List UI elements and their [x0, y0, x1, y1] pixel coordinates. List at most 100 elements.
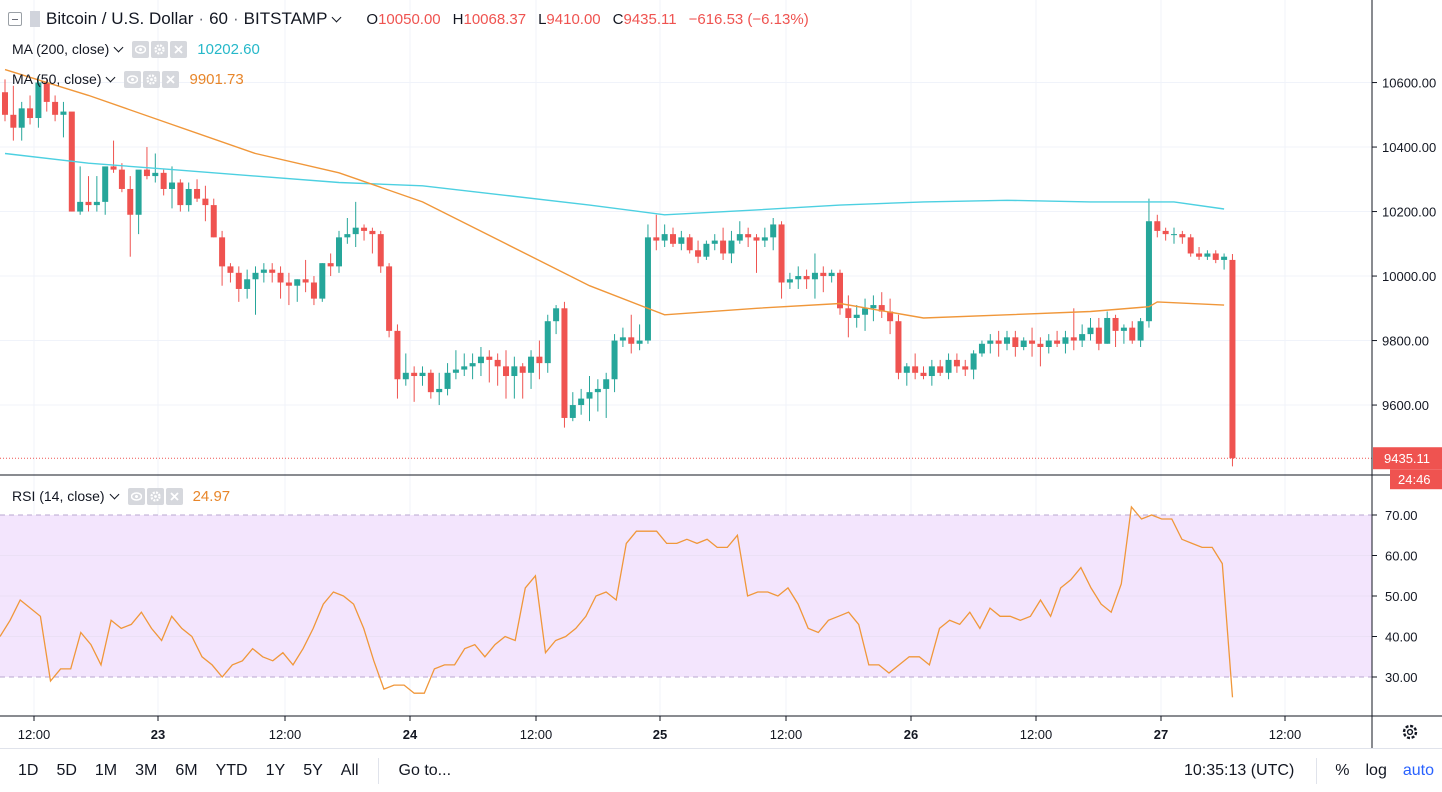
toolbar-divider	[377, 757, 379, 784]
candle-up	[678, 237, 685, 244]
goto-button[interactable]: Go to...	[398, 761, 452, 779]
gear-icon[interactable]	[146, 487, 164, 505]
timeframe-6m-button[interactable]: 6M	[175, 761, 198, 779]
collapse-legend-icon[interactable]	[8, 12, 22, 26]
candle-up	[903, 366, 910, 373]
chevron-down-icon[interactable]	[106, 72, 116, 82]
timeframe-3m-button[interactable]: 3M	[135, 761, 158, 779]
ma50-legend[interactable]: MA (50, close) 9901.73	[12, 68, 244, 90]
candle-down	[43, 82, 50, 102]
candle-up	[352, 227, 359, 235]
candle-up	[1045, 340, 1052, 347]
candle-up	[811, 272, 818, 280]
rsi-line	[0, 505, 1234, 698]
candle-down	[837, 272, 843, 309]
chevron-down-icon[interactable]	[113, 42, 124, 52]
candle-down	[1196, 253, 1203, 257]
change-value: −616.53 (−6.13%)	[688, 10, 809, 28]
close-icon[interactable]	[162, 70, 180, 88]
eye-icon[interactable]	[124, 70, 142, 88]
time-tick-label: 12:00	[520, 727, 553, 742]
percent-scale-button[interactable]: %	[1335, 761, 1350, 779]
time-tick-label: 24	[403, 727, 418, 742]
candle-up	[60, 111, 67, 115]
rsi-tick-label: 50.00	[1385, 589, 1418, 604]
auto-scale-button[interactable]: auto	[1402, 761, 1434, 779]
gear-icon[interactable]	[1402, 724, 1418, 740]
price-tick-label: 10200.00	[1382, 205, 1436, 220]
candle-down	[369, 230, 376, 235]
symbol-name: Bitcoin / U.S. Dollar	[46, 9, 194, 28]
timeframe-5d-button[interactable]: 5D	[56, 761, 77, 779]
candle-down	[561, 308, 568, 418]
chevron-down-icon[interactable]	[331, 12, 342, 22]
price-tick-label: 10600.00	[1382, 76, 1436, 91]
candle-down	[995, 340, 1002, 344]
candle-up	[786, 279, 793, 283]
candle-up	[636, 340, 643, 344]
candle-up	[862, 308, 869, 315]
chevron-down-icon[interactable]	[109, 489, 120, 499]
candle-down	[1154, 221, 1161, 231]
candle-up	[419, 372, 426, 377]
price-tick-label: 10400.00	[1382, 140, 1436, 155]
timeframe-ytd-button[interactable]: YTD	[215, 761, 248, 779]
timeframe-1d-button[interactable]: 1D	[18, 761, 39, 779]
price-tick-label: 9600.00	[1382, 398, 1429, 413]
candle-up	[1221, 256, 1228, 260]
candle-up	[294, 279, 301, 286]
candle-down	[1095, 327, 1102, 344]
grid-layer	[0, 0, 1372, 716]
eye-icon[interactable]	[127, 487, 145, 505]
candle-down	[269, 269, 276, 273]
candle-up	[185, 188, 192, 206]
ma-layer	[0, 68, 1372, 459]
candle-up	[436, 388, 443, 393]
open-label: O	[366, 10, 379, 28]
time-tick-label: 12:00	[1020, 727, 1053, 742]
symbol-interval: 60	[209, 9, 228, 28]
candle-down	[177, 182, 184, 206]
candle-up	[578, 398, 585, 406]
candle-down	[686, 237, 693, 251]
candle-up	[569, 405, 576, 418]
ma200-legend[interactable]: MA (200, close) 10202.60	[12, 38, 260, 60]
gear-icon[interactable]	[151, 40, 169, 58]
candle-up	[970, 353, 977, 370]
candle-up	[1079, 334, 1086, 341]
candle-down	[143, 169, 150, 177]
candle-up	[1171, 234, 1177, 236]
candle-down	[110, 166, 117, 170]
symbol-title[interactable]: Bitcoin / U.S. Dollar · 60 · BITSTAMP	[46, 9, 328, 28]
timeframe-5y-button[interactable]: 5Y	[303, 761, 323, 779]
candle-down	[302, 279, 309, 283]
candle-down	[937, 366, 944, 373]
candle-up	[402, 372, 409, 380]
close-icon[interactable]	[165, 487, 183, 505]
ma200-name: MA (200, close)	[12, 41, 110, 57]
open-value: 10050.00	[378, 10, 441, 28]
candle-down	[85, 201, 92, 206]
utc-clock[interactable]: 10:35:13 (UTC)	[1184, 761, 1295, 779]
timeframe-1y-button[interactable]: 1Y	[265, 761, 286, 779]
high-label: H	[452, 10, 464, 28]
candle-down	[327, 263, 334, 267]
candle-down	[745, 234, 752, 238]
log-scale-button[interactable]: log	[1365, 761, 1387, 779]
timeframe-1m-button[interactable]: 1M	[94, 761, 118, 779]
candle-up	[260, 269, 267, 273]
timeframe-all-button[interactable]: All	[340, 761, 359, 779]
close-icon[interactable]	[170, 40, 188, 58]
candle-up	[1062, 337, 1069, 344]
gear-icon[interactable]	[143, 70, 161, 88]
rsi-legend[interactable]: RSI (14, close) 24.97	[12, 485, 230, 507]
eye-icon[interactable]	[132, 40, 150, 58]
symbol-exchange: BITSTAMP	[243, 9, 328, 28]
candle-up	[661, 234, 668, 241]
candle-up	[1145, 221, 1152, 322]
candle-up	[336, 237, 342, 267]
candle-down	[486, 356, 493, 360]
candle-down	[277, 272, 284, 283]
